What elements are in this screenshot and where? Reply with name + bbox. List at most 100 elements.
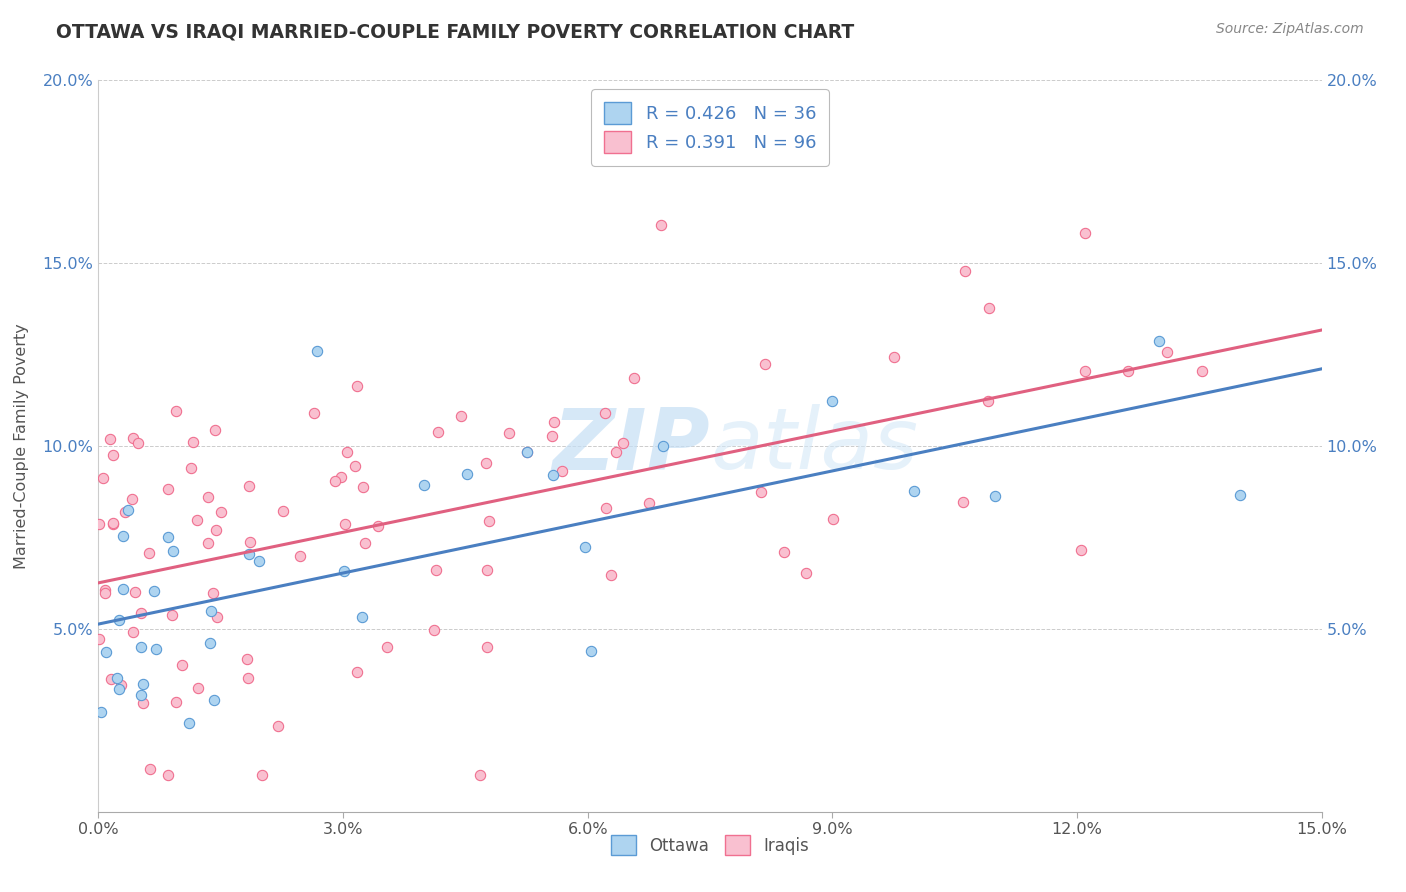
- Point: [1116, 364, 1139, 378]
- Point: [354, 535, 377, 549]
- Point: [170, 657, 193, 672]
- Point: [98, 432, 121, 446]
- Point: [101, 448, 124, 462]
- Y-axis label: Married-Couple Family Poverty: Married-Couple Family Poverty: [14, 323, 28, 569]
- Point: [100, 672, 122, 686]
- Point: [202, 586, 225, 600]
- Text: OTTAWA VS IRAQI MARRIED-COUPLE FAMILY POVERTY CORRELATION CHART: OTTAWA VS IRAQI MARRIED-COUPLE FAMILY PO…: [56, 22, 855, 41]
- Point: [305, 344, 328, 359]
- Point: [976, 393, 998, 408]
- Point: [101, 516, 124, 531]
- Point: [117, 502, 139, 516]
- Point: [187, 681, 209, 695]
- Legend: Ottawa, Iraqis: Ottawa, Iraqis: [605, 829, 815, 862]
- Point: [605, 444, 627, 458]
- Point: [333, 564, 356, 578]
- Point: [375, 640, 398, 654]
- Point: [333, 517, 356, 532]
- Point: [239, 534, 262, 549]
- Point: [623, 371, 645, 385]
- Point: [1074, 364, 1097, 378]
- Point: [132, 677, 155, 691]
- Point: [478, 514, 501, 528]
- Point: [823, 512, 845, 526]
- Point: [198, 636, 221, 650]
- Point: [143, 583, 166, 598]
- Point: [773, 545, 796, 559]
- Point: [205, 523, 228, 537]
- Point: [1229, 488, 1251, 502]
- Point: [162, 544, 184, 558]
- Point: [346, 665, 368, 680]
- Point: [156, 768, 179, 782]
- Point: [550, 464, 572, 478]
- Point: [93, 586, 115, 600]
- Point: [593, 407, 616, 421]
- Point: [108, 613, 131, 627]
- Point: [238, 548, 260, 562]
- Point: [600, 567, 623, 582]
- Point: [426, 425, 449, 439]
- Point: [236, 651, 259, 665]
- Point: [129, 606, 152, 620]
- Point: [108, 682, 131, 697]
- Point: [122, 432, 145, 446]
- Point: [336, 444, 359, 458]
- Point: [979, 301, 1001, 316]
- Point: [138, 546, 160, 560]
- Point: [579, 644, 602, 658]
- Point: [127, 435, 149, 450]
- Point: [637, 495, 659, 509]
- Point: [91, 471, 114, 485]
- Point: [121, 491, 143, 506]
- Point: [821, 394, 844, 409]
- Point: [749, 484, 772, 499]
- Point: [470, 768, 492, 782]
- Point: [288, 549, 311, 563]
- Point: [200, 603, 222, 617]
- Point: [156, 482, 179, 496]
- Point: [1147, 334, 1170, 349]
- Point: [139, 762, 162, 776]
- Point: [754, 357, 776, 371]
- Point: [367, 519, 389, 533]
- Point: [346, 379, 368, 393]
- Text: Source: ZipAtlas.com: Source: ZipAtlas.com: [1216, 22, 1364, 37]
- Text: atlas: atlas: [710, 404, 918, 488]
- Point: [612, 435, 634, 450]
- Point: [574, 541, 596, 555]
- Point: [267, 719, 290, 733]
- Point: [179, 716, 201, 731]
- Point: [541, 429, 564, 443]
- Point: [475, 456, 498, 470]
- Point: [205, 610, 228, 624]
- Point: [202, 693, 225, 707]
- Point: [498, 425, 520, 440]
- Point: [156, 530, 179, 544]
- Point: [165, 403, 187, 417]
- Point: [114, 505, 136, 519]
- Point: [350, 610, 373, 624]
- Point: [89, 632, 111, 646]
- Point: [1156, 345, 1178, 359]
- Point: [249, 554, 271, 568]
- Point: [209, 505, 232, 519]
- Point: [129, 640, 152, 654]
- Text: ZIP: ZIP: [553, 404, 710, 488]
- Point: [952, 494, 974, 508]
- Point: [105, 672, 128, 686]
- Point: [204, 423, 226, 437]
- Point: [475, 640, 498, 654]
- Point: [425, 563, 447, 577]
- Point: [1070, 543, 1092, 558]
- Point: [186, 513, 208, 527]
- Point: [475, 563, 498, 577]
- Point: [955, 264, 977, 278]
- Point: [543, 415, 565, 429]
- Point: [883, 350, 905, 364]
- Point: [516, 445, 538, 459]
- Point: [183, 435, 205, 450]
- Point: [122, 624, 145, 639]
- Point: [250, 768, 273, 782]
- Point: [652, 439, 675, 453]
